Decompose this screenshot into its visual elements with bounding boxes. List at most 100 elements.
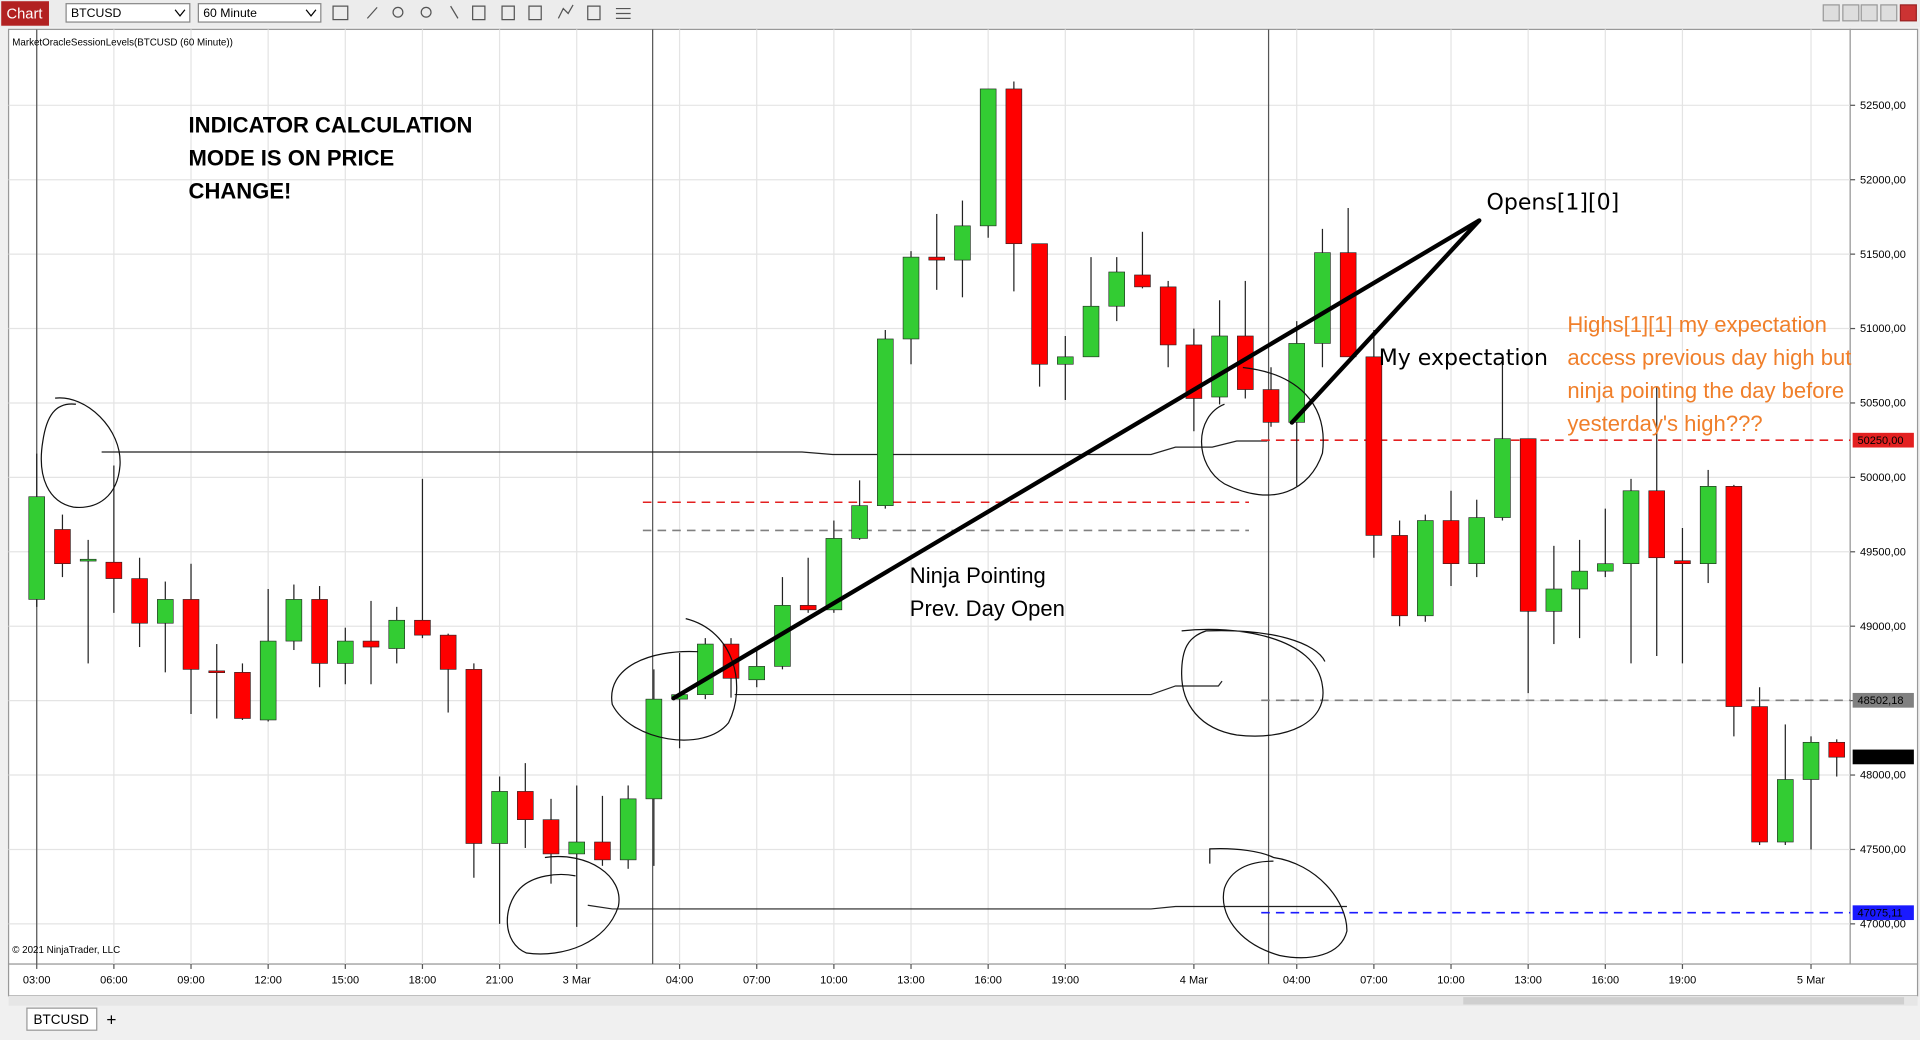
- time-axis: [7, 963, 1919, 997]
- y-tick-label: 50500,00: [1860, 398, 1906, 410]
- interval-select[interactable]: [197, 3, 322, 23]
- chart-tab-label[interactable]: Chart: [7, 6, 43, 22]
- note-line: Prev. Day Open: [910, 596, 1065, 621]
- instrument-tab-label[interactable]: BTCUSD: [34, 1012, 90, 1027]
- opens-note: Opens[1][0]: [1487, 190, 1620, 215]
- window-buttons[interactable]: [1822, 4, 1917, 22]
- y-tick-label: 52500,00: [1860, 100, 1906, 112]
- candle-body: [1828, 741, 1845, 758]
- candle-body: [1417, 520, 1434, 617]
- candle-body: [748, 666, 766, 681]
- grid: 47000,0047500,0048000,0048500,0049000,00…: [8, 29, 1906, 987]
- instrument-select[interactable]: [65, 3, 191, 23]
- note-word: CALCULATION: [315, 112, 472, 137]
- candle-body: [259, 640, 277, 721]
- instrument-label[interactable]: BTCUSD: [71, 6, 121, 20]
- candle-body: [979, 88, 997, 227]
- x-tick-label: 19:00: [1052, 975, 1080, 987]
- mode-note: INDICATOR CALCULATION MODE IS ON PRICE C…: [189, 112, 473, 203]
- candle-body: [1571, 570, 1588, 590]
- toolbar-icons[interactable]: [332, 4, 631, 21]
- candle-body: [799, 605, 817, 611]
- candle-body: [208, 670, 225, 674]
- x-tick-label: 07:00: [743, 975, 771, 987]
- x-tick-label: 09:00: [177, 975, 205, 987]
- price-marker-label: 48121,67: [1858, 752, 1904, 764]
- candle-body: [388, 619, 405, 649]
- candle-body: [1545, 588, 1563, 612]
- candle-body: [568, 841, 586, 855]
- candle-body: [491, 791, 508, 844]
- price-marker-label: 50250,00: [1858, 435, 1904, 447]
- interval-label[interactable]: 60 Minute: [203, 6, 257, 20]
- x-tick-label: 07:00: [1360, 975, 1388, 987]
- candle-body: [285, 599, 303, 642]
- candle-body: [594, 841, 611, 861]
- x-tick-label: 10:00: [1437, 975, 1465, 987]
- candle-body: [131, 578, 148, 624]
- x-tick-label: 06:00: [100, 975, 128, 987]
- candle-body: [1262, 389, 1280, 423]
- x-tick-label: 5 Mar: [1797, 975, 1825, 987]
- note-line: MODE IS ON PRICE: [189, 145, 395, 170]
- add-tab[interactable]: +: [106, 1009, 116, 1029]
- y-tick-label: 47000,00: [1860, 919, 1906, 931]
- price-marker-label: 48502,18: [1858, 695, 1904, 707]
- candle-body: [954, 225, 971, 261]
- candle-body: [465, 669, 483, 844]
- price-marker: [1852, 692, 1914, 708]
- dropdown-arrow: [305, 9, 317, 17]
- y-tick-label: 49500,00: [1860, 546, 1906, 558]
- pointing-note: Ninja Pointing Prev. Day Open: [910, 563, 1065, 621]
- candle-body: [157, 599, 174, 624]
- price-marker: [1852, 432, 1914, 448]
- candle-body: [1699, 486, 1717, 565]
- note-line: Highs[1][1] my expectation: [1567, 312, 1827, 337]
- candle-body: [1314, 252, 1331, 344]
- candle-body: [1159, 286, 1177, 346]
- x-tick-label: 16:00: [974, 975, 1002, 987]
- candle-body: [1365, 356, 1383, 536]
- candle-body: [851, 505, 868, 539]
- candle-body: [1082, 305, 1100, 358]
- candle-body: [182, 599, 200, 670]
- candle-body: [311, 599, 328, 664]
- x-tick-label: 13:00: [1514, 975, 1542, 987]
- candle-body: [79, 558, 97, 562]
- candle-body: [1339, 252, 1357, 358]
- candle-body: [1751, 706, 1768, 843]
- candle-body: [414, 619, 431, 636]
- dropdown-arrow: [174, 9, 186, 17]
- y-tick-label: 51000,00: [1860, 323, 1906, 335]
- note-line: Ninja Pointing: [910, 563, 1046, 588]
- price-axis: [1849, 28, 1919, 965]
- candle-body: [1802, 741, 1820, 780]
- scrollbar[interactable]: [8, 995, 1918, 1006]
- candle-body: [928, 256, 946, 261]
- x-tick-label: 13:00: [897, 975, 925, 987]
- note-line: CHANGE!: [189, 178, 292, 203]
- candle-body: [1648, 490, 1665, 559]
- candle-body: [902, 256, 920, 340]
- candle-body: [1108, 271, 1125, 307]
- x-tick-label: 15:00: [332, 975, 360, 987]
- candle-body: [1391, 535, 1408, 617]
- y-tick-label: 52000,00: [1860, 174, 1906, 186]
- y-tick-label: 48000,00: [1860, 770, 1906, 782]
- expectation-note: My expectation: [1379, 346, 1548, 371]
- candle-body: [1777, 779, 1794, 843]
- x-tick-label: 16:00: [1592, 975, 1620, 987]
- candle-body: [877, 338, 894, 506]
- candle-body: [105, 561, 123, 579]
- scroll-thumb[interactable]: [1463, 997, 1905, 1005]
- y-tick-label: 49000,00: [1860, 621, 1906, 633]
- instrument-tab[interactable]: [26, 1007, 98, 1031]
- x-tick-label: 12:00: [254, 975, 282, 987]
- note-line: INDICATOR CALCULATION: [189, 112, 473, 137]
- chart-tab[interactable]: [1, 1, 49, 26]
- candle-body: [1597, 563, 1614, 572]
- candle-body: [825, 538, 843, 611]
- candle-body: [1442, 520, 1460, 565]
- candle-body: [1674, 560, 1691, 565]
